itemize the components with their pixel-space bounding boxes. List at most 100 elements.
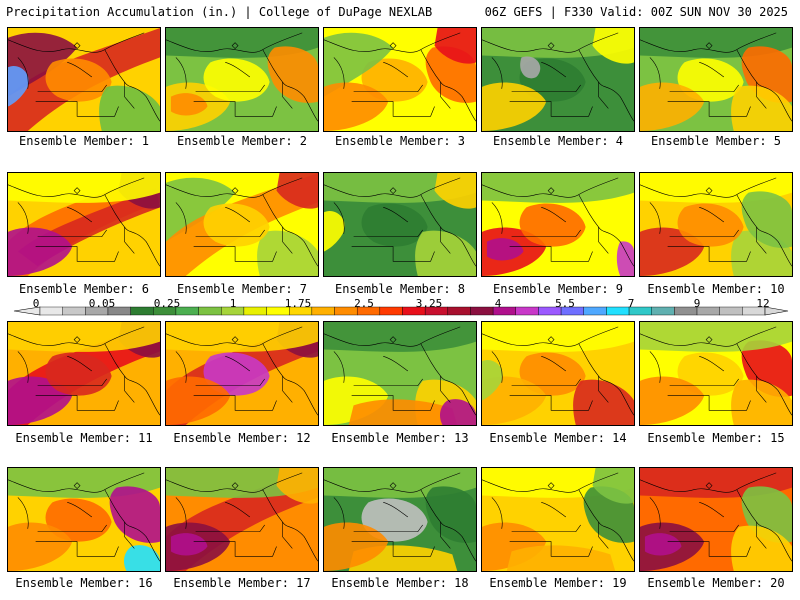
precip-region: [348, 399, 458, 425]
ensemble-member-map: [7, 172, 161, 277]
precip-region: [415, 230, 476, 276]
scale-tick-label: 12: [756, 297, 770, 310]
precipitation-field: [640, 322, 792, 425]
station-diamond-icon: [547, 482, 555, 490]
state-boundaries: [640, 472, 792, 562]
scale-color-bin: [696, 306, 720, 316]
station-diamond-icon: [73, 42, 81, 50]
precip-region: [434, 173, 476, 209]
precip-region: [361, 58, 428, 102]
ensemble-member-map: [323, 172, 477, 277]
precip-region: [361, 498, 428, 542]
scale-color-bin: [447, 306, 471, 316]
scale-tick-label: 4: [494, 297, 502, 310]
scale-color-bin: [470, 306, 494, 316]
scale-right-arrow: [764, 306, 789, 316]
ensemble-member-map: [639, 467, 793, 572]
scale-tick-label: 1.75: [284, 297, 312, 310]
scale-color-bin: [311, 306, 335, 316]
precip-region: [519, 352, 586, 396]
station-diamond-icon: [231, 482, 239, 490]
precip-region: [99, 85, 160, 131]
precip-region: [361, 203, 428, 247]
ensemble-member-label: Ensemble Member: 3: [334, 134, 466, 148]
ensemble-member-label: Ensemble Member: 19: [489, 576, 627, 590]
scale-tick-label: 9: [693, 297, 701, 310]
precip-region: [741, 191, 792, 248]
station-diamond-icon: [547, 187, 555, 195]
precip-region: [324, 522, 389, 571]
precipitation-field: [324, 468, 476, 571]
scale-tick-label: 7: [627, 297, 635, 310]
precip-region: [439, 399, 476, 425]
precip-region: [677, 203, 744, 247]
station-diamond-icon: [389, 336, 397, 344]
precip-region: [640, 322, 792, 352]
state-boundaries: [8, 32, 160, 122]
scale-color-bin: [515, 306, 539, 316]
ensemble-member-label: Ensemble Member: 12: [173, 431, 311, 445]
station-diamond-icon: [389, 187, 397, 195]
state-boundaries: [324, 32, 476, 122]
scale-color-bin: [243, 306, 267, 316]
precip-region: [166, 322, 318, 352]
ensemble-member-map: [481, 172, 635, 277]
ensemble-member-label: Ensemble Member: 15: [647, 431, 785, 445]
scale-color-bin: [198, 306, 222, 316]
precip-region: [616, 241, 634, 276]
precip-region: [276, 173, 318, 209]
ensemble-member-label: Ensemble Member: 20: [647, 576, 785, 590]
precip-region: [170, 533, 208, 556]
state-boundaries: [324, 326, 476, 416]
state-boundaries: [166, 32, 318, 122]
precipitation-color-scale: [13, 306, 789, 316]
station-diamond-icon: [547, 42, 555, 50]
precipitation-field: [640, 173, 792, 276]
precip-region: [731, 525, 792, 571]
precip-region: [123, 545, 160, 571]
scale-tick-label: 1: [229, 297, 237, 310]
precip-region: [203, 352, 270, 396]
precipitation-field: [8, 468, 160, 571]
ensemble-member-map: [481, 321, 635, 426]
precip-region: [592, 468, 634, 504]
precip-region: [482, 322, 634, 352]
precip-region: [644, 533, 682, 556]
precip-region: [203, 58, 270, 102]
precipitation-field: [324, 28, 476, 131]
ensemble-member-label: Ensemble Member: 9: [492, 282, 624, 296]
precip-region: [257, 230, 318, 276]
state-boundaries: [8, 472, 160, 562]
state-boundaries: [166, 472, 318, 562]
station-diamond-icon: [389, 42, 397, 50]
ensemble-member-label: Ensemble Member: 5: [650, 134, 782, 148]
state-boundaries: [166, 326, 318, 416]
precip-region: [324, 322, 476, 352]
ensemble-member-map: [165, 172, 319, 277]
precip-region: [482, 82, 547, 131]
precip-region: [520, 56, 541, 79]
precip-region: [519, 203, 586, 247]
precip-region: [482, 376, 547, 425]
ensemble-member-label: Ensemble Member: 4: [492, 134, 624, 148]
ensemble-member-label: Ensemble Member: 2: [176, 134, 308, 148]
station-diamond-icon: [73, 187, 81, 195]
ensemble-member-map: [639, 321, 793, 426]
state-boundaries: [482, 472, 634, 562]
ensemble-member-map: [165, 467, 319, 572]
state-boundaries: [482, 177, 634, 267]
precipitation-field: [166, 28, 318, 131]
precip-region: [573, 379, 634, 425]
precipitation-field: [166, 468, 318, 571]
precipitation-field: [640, 468, 792, 571]
ensemble-member-map: [7, 321, 161, 426]
scale-color-bin: [606, 306, 630, 316]
station-diamond-icon: [705, 187, 713, 195]
ensemble-member-label: Ensemble Member: 13: [331, 431, 469, 445]
state-boundaries: [324, 177, 476, 267]
scale-tick-label: 0.25: [153, 297, 181, 310]
precip-region: [45, 352, 112, 396]
ensemble-member-label: Ensemble Member: 18: [331, 576, 469, 590]
precipitation-field: [8, 28, 160, 131]
state-boundaries: [640, 326, 792, 416]
